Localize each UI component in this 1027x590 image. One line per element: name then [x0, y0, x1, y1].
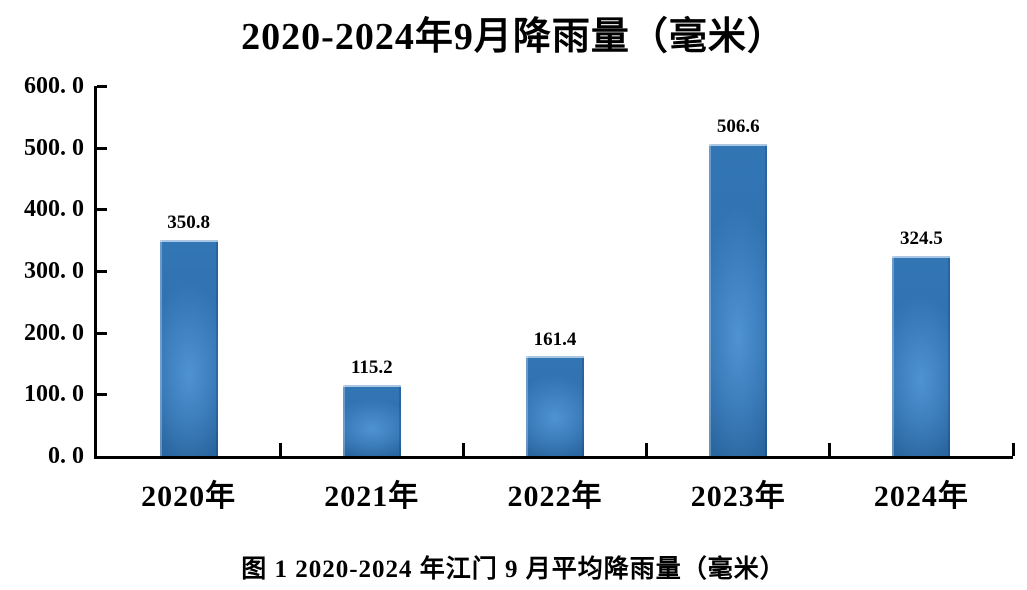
y-tick-label: 500. 0 — [24, 134, 84, 161]
x-category-label: 2023年 — [690, 480, 786, 513]
figure-caption: 图 1 2020-2024 年江门 9 月平均降雨量（毫米） — [241, 556, 786, 583]
chart-title: 2020-2024年9月降雨量（毫米） — [241, 16, 786, 58]
y-axis-tick — [97, 331, 107, 335]
bar-value-label: 350.8 — [167, 211, 210, 233]
x-category-label: 2022年 — [507, 480, 603, 513]
bar-value-label: 161.4 — [533, 328, 577, 350]
y-tick-label: 300. 0 — [24, 258, 84, 284]
bar — [526, 356, 584, 456]
y-tick-label: 100. 0 — [24, 381, 84, 408]
y-axis-tick — [97, 270, 107, 273]
x-axis: 2020年 2021年 2022年 2023年 2024年 — [97, 471, 1013, 515]
y-axis: 600. 0 500. 0 400. 0 300. 0 200. 0 100. 0 0. 0 — [0, 74, 84, 468]
y-axis-tick — [97, 393, 107, 397]
bar — [342, 384, 401, 456]
x-axis-tick — [278, 443, 282, 456]
x-axis-tick — [645, 443, 649, 456]
x-axis-tick — [461, 443, 465, 456]
x-axis-tick — [1011, 443, 1015, 456]
y-tick-label: 600. 0 — [24, 73, 84, 99]
bar — [892, 255, 951, 456]
y-tick-label: 200. 0 — [24, 319, 84, 346]
y-axis-tick — [97, 208, 107, 212]
bar — [159, 239, 218, 456]
y-axis-tick — [97, 85, 107, 88]
bar-value-label: 324.5 — [900, 228, 943, 250]
x-axis-tick — [828, 443, 832, 456]
bar-value-label: 115.2 — [350, 357, 393, 379]
y-axis-tick — [97, 146, 107, 150]
bar — [709, 143, 768, 456]
bar-value-label: 506.6 — [716, 115, 760, 137]
x-category-label: 2020年 — [141, 480, 237, 513]
y-tick-label: 400. 0 — [24, 196, 84, 223]
plot-area: 350.8 115.2 161.4 506.6 324.5 — [94, 85, 1015, 459]
x-category-label: 2021年 — [324, 480, 420, 513]
y-tick-label: 0. 0 — [48, 443, 84, 469]
x-category-label: 2024年 — [873, 480, 969, 513]
